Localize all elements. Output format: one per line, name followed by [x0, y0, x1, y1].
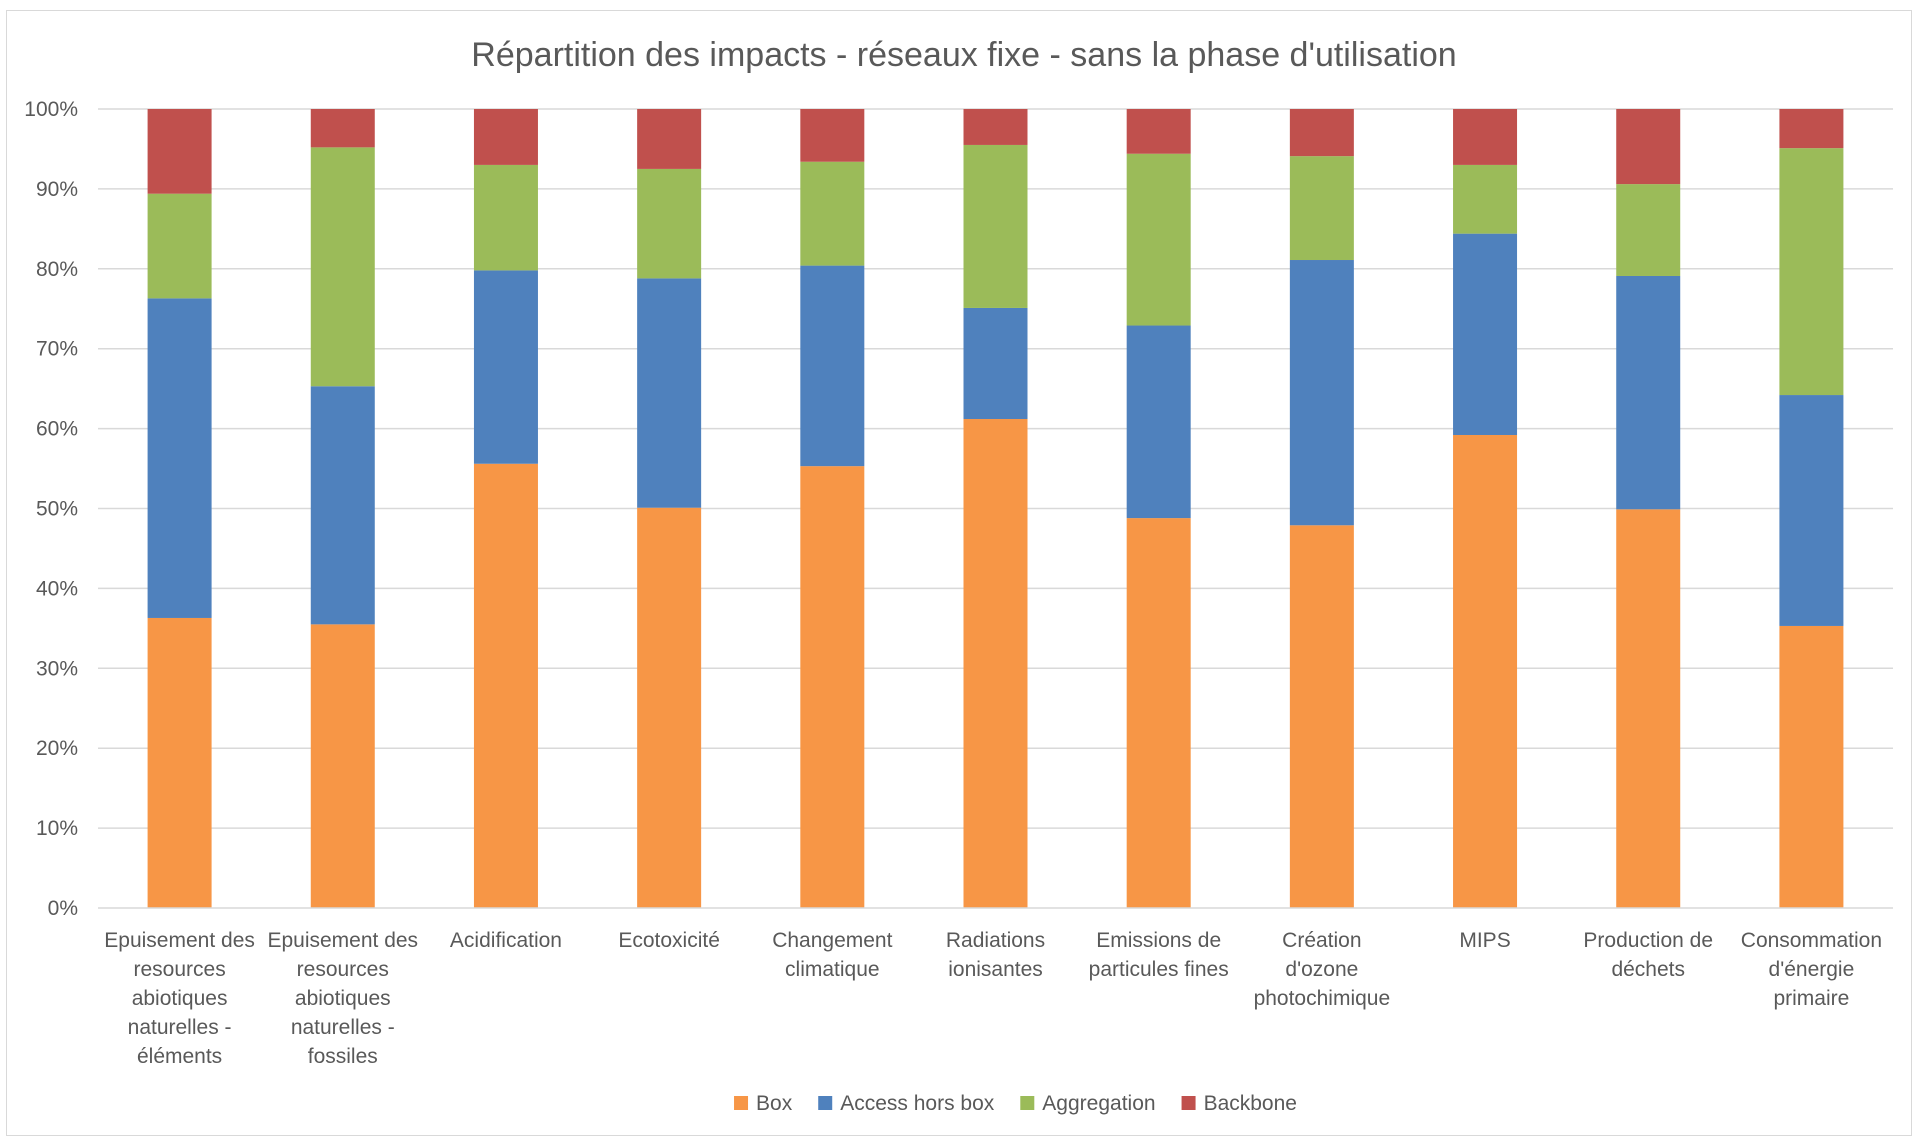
bar-segment-backbone [1126, 109, 1191, 154]
bar-segment-box [1453, 434, 1518, 908]
legend-swatch [1181, 1096, 1196, 1110]
bar-segment-access-hors-box [637, 278, 702, 508]
bar-segment-access-hors-box [473, 270, 538, 464]
x-category-label: Epuisement des resources abiotiques naturel… [267, 929, 418, 1068]
x-category-label: Ecotoxicité [618, 929, 720, 952]
legend-swatch [734, 1096, 749, 1110]
y-tick-label: 90% [36, 178, 78, 201]
x-category-label: MIPS [1459, 929, 1510, 952]
bar-segment-aggregation [147, 193, 212, 299]
x-category-label: Radiations ionisantes [946, 929, 1045, 981]
bar-segment-box [1289, 525, 1354, 908]
y-tick-label: 60% [36, 418, 78, 441]
bar-segment-backbone [637, 109, 702, 169]
x-category-label: Emissions de particules fines [1089, 929, 1229, 981]
bar-segment-box [1779, 625, 1844, 908]
bar-segment-aggregation [1126, 153, 1191, 326]
bar-segment-access-hors-box [800, 265, 865, 467]
y-tick-label: 50% [36, 498, 78, 521]
bar-segment-box [310, 624, 375, 908]
y-tick-label: 70% [36, 338, 78, 361]
y-tick-label: 20% [36, 737, 78, 760]
legend-label: Box [756, 1092, 793, 1115]
bar-segment-aggregation [473, 164, 538, 271]
bar-segment-access-hors-box [1616, 275, 1681, 510]
bar-segment-access-hors-box [1779, 395, 1844, 626]
y-tick-label: 0% [48, 897, 78, 920]
y-tick-label: 100% [24, 98, 78, 121]
bar-segment-aggregation [310, 147, 375, 387]
bar-segment-box [1126, 518, 1191, 908]
bar-segment-aggregation [800, 161, 865, 266]
bar-segment-box [637, 507, 702, 908]
bar-segment-aggregation [963, 144, 1028, 308]
legend-swatch [818, 1096, 833, 1110]
x-axis-labels: Epuisement des resources abiotiques naturel… [104, 929, 1882, 1068]
bar-segment-access-hors-box [147, 298, 212, 618]
bar-segment-box [473, 463, 538, 908]
y-tick-label: 40% [36, 577, 78, 600]
legend-swatch [1020, 1096, 1035, 1110]
legend-label: Access hors box [840, 1092, 995, 1115]
x-category-label: Acidification [450, 929, 562, 952]
x-category-label: Production de déchets [1583, 929, 1713, 981]
bar-segment-backbone [310, 109, 375, 148]
x-category-label: Consommation d'énergie primaire [1741, 929, 1882, 1010]
bar-segment-aggregation [1779, 148, 1844, 396]
bar-segment-aggregation [1289, 156, 1354, 261]
y-tick-label: 80% [36, 258, 78, 281]
bar-segment-box [147, 617, 212, 908]
bar-segment-backbone [800, 109, 865, 162]
y-tick-label: 10% [36, 817, 78, 840]
bar-segment-access-hors-box [1289, 260, 1354, 526]
bar-segment-box [800, 466, 865, 908]
bar-segment-backbone [147, 109, 212, 194]
chart-title: Répartition des impacts - réseaux fixe -… [471, 36, 1456, 74]
bar-segment-access-hors-box [1453, 233, 1518, 435]
bar-segment-box [963, 419, 1028, 908]
bar-segment-backbone [1453, 109, 1518, 165]
bar-segment-aggregation [637, 168, 702, 279]
y-tick-label: 30% [36, 657, 78, 680]
bar-segment-backbone [1616, 109, 1681, 185]
bars [147, 109, 1844, 908]
bar-segment-access-hors-box [310, 386, 375, 625]
bar-segment-aggregation [1453, 164, 1518, 234]
bar-segment-backbone [963, 109, 1028, 145]
bar-segment-backbone [1289, 109, 1354, 157]
bar-segment-access-hors-box [963, 307, 1028, 420]
legend-label: Aggregation [1042, 1092, 1155, 1115]
bar-segment-aggregation [1616, 184, 1681, 276]
bar-segment-backbone [473, 109, 538, 165]
legend-label: Backbone [1204, 1092, 1297, 1115]
x-category-label: Création d'ozone photochimique [1254, 929, 1391, 1010]
x-category-label: Epuisement des resources abiotiques naturel… [104, 929, 255, 1068]
bar-segment-box [1616, 509, 1681, 908]
bar-segment-backbone [1779, 109, 1844, 149]
y-axis-ticks: 0% 10% 20% 30% 40% 50% 60% 70% 80% 90% 100% [24, 98, 78, 920]
x-category-label: Changement climatique [772, 929, 892, 981]
bar-segment-access-hors-box [1126, 325, 1191, 519]
legend: Box Access hors box Aggregation Backbone [734, 1092, 1297, 1115]
